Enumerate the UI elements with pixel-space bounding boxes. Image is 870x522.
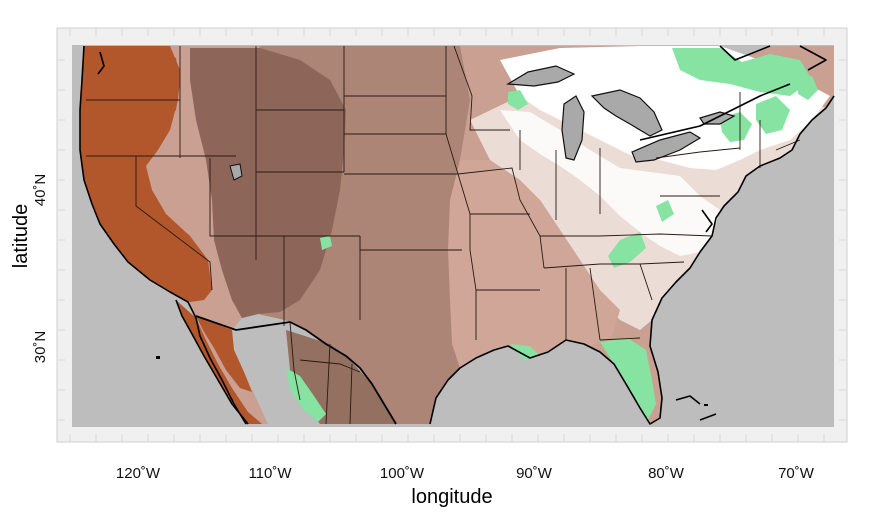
dark-region-rockies — [190, 48, 346, 318]
x-tick-120w: 120˚W — [116, 465, 161, 482]
y-tick-40n: 40˚N — [32, 174, 49, 207]
x-tick-70w: 70˚W — [778, 465, 815, 482]
x-axis-title: longitude — [411, 486, 492, 508]
state-boundaries — [86, 45, 801, 341]
great-salt-lake — [229, 163, 243, 181]
very-dark-region-northwest — [104, 50, 180, 140]
x-tick-100w: 100˚W — [380, 465, 425, 482]
very-dark-region-baja — [176, 300, 262, 424]
very-dark-region-sonora — [196, 316, 252, 392]
us-mexico-border — [195, 315, 397, 425]
mexico-boundaries — [289, 321, 361, 425]
y-tick-30n: 30˚N — [32, 331, 49, 364]
frame-ticks — [57, 28, 847, 442]
great-lakes — [506, 65, 736, 163]
small-islands — [156, 356, 708, 406]
light-region-south — [448, 160, 620, 368]
green-areas — [286, 48, 818, 422]
y-axis-title: latitude — [10, 204, 32, 269]
coastlines — [79, 45, 835, 425]
x-tick-80w: 80˚W — [648, 465, 685, 482]
x-tick-110w: 110˚W — [248, 465, 292, 482]
x-tick-90w: 90˚W — [516, 465, 553, 482]
